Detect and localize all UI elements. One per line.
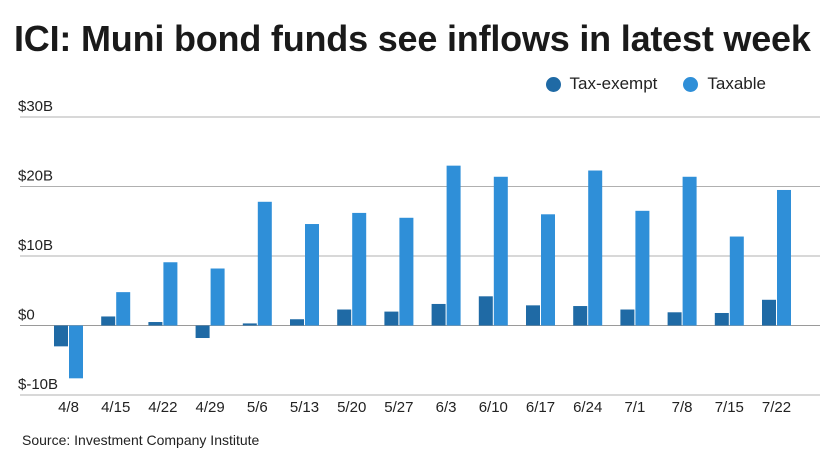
- bar-taxable-15: [777, 189, 791, 326]
- y-tick-label-0: $30B: [18, 98, 53, 115]
- bar-tax-exempt-10: [526, 305, 540, 326]
- x-tick-label-8: 6/3: [436, 399, 457, 416]
- x-tick-label-12: 7/1: [624, 399, 645, 416]
- x-tick-label-11: 6/24: [573, 399, 602, 416]
- bar-taxable-14: [729, 236, 744, 326]
- bar-taxable-9: [493, 176, 508, 326]
- bar-tax-exempt-5: [290, 319, 304, 326]
- legend-item-taxable: Taxable: [683, 74, 766, 94]
- x-tick-label-0: 4/8: [58, 399, 79, 416]
- x-tick-label-3: 4/29: [195, 399, 224, 416]
- bar-taxable-1: [116, 292, 131, 326]
- bar-taxable-13: [682, 176, 697, 326]
- chart-title: ICI: Muni bond funds see inflows in late…: [14, 18, 811, 59]
- source-note: Source: Investment Company Institute: [22, 432, 260, 448]
- x-tick-label-14: 7/15: [715, 399, 744, 416]
- x-tick-label-15: 7/22: [762, 399, 791, 416]
- bar-taxable-2: [163, 262, 178, 326]
- bar-taxable-11: [588, 170, 603, 326]
- x-tick-label-1: 4/15: [101, 399, 130, 416]
- x-tick-label-13: 7/8: [672, 399, 693, 416]
- legend-label-tax-exempt: Tax-exempt: [569, 74, 658, 93]
- bar-tax-exempt-9: [478, 296, 493, 326]
- bar-taxable-12: [635, 210, 650, 326]
- x-tick-label-10: 6/17: [526, 399, 555, 416]
- x-tick-label-6: 5/20: [337, 399, 366, 416]
- bar-taxable-6: [352, 212, 367, 326]
- x-tick-label-7: 5/27: [384, 399, 413, 416]
- bar-taxable-8: [446, 165, 461, 326]
- y-tick-label-1: $20B: [18, 168, 53, 185]
- bar-tax-exempt-0: [54, 325, 68, 347]
- bar-tax-exempt-13: [667, 312, 682, 326]
- bar-tax-exempt-12: [620, 309, 635, 326]
- x-tick-label-2: 4/22: [148, 399, 177, 416]
- bar-taxable-3: [210, 268, 225, 326]
- bar-taxable-0: [69, 325, 83, 379]
- bar-tax-exempt-11: [573, 306, 588, 326]
- legend-swatch-tax-exempt: [545, 76, 561, 92]
- legend-label-taxable: Taxable: [707, 74, 766, 93]
- y-tick-label-2: $10B: [18, 237, 53, 254]
- bar-taxable-4: [257, 201, 272, 326]
- legend: Tax-exempt Taxable: [545, 74, 766, 94]
- bar-tax-exempt-1: [101, 316, 116, 326]
- y-tick-label-3: $0: [18, 307, 35, 324]
- bar-tax-exempt-4: [242, 323, 257, 326]
- x-tick-label-5: 5/13: [290, 399, 319, 416]
- bar-taxable-7: [399, 217, 414, 326]
- x-tick-label-4: 5/6: [247, 399, 268, 416]
- bar-taxable-10: [541, 214, 555, 326]
- x-tick-label-9: 6/10: [479, 399, 508, 416]
- bar-tax-exempt-7: [384, 311, 399, 326]
- bar-tax-exempt-6: [337, 309, 352, 326]
- legend-swatch-taxable: [683, 76, 699, 92]
- bar-tax-exempt-3: [195, 325, 210, 339]
- bar-tax-exempt-2: [148, 322, 163, 326]
- y-tick-label-4: $-10B: [18, 376, 58, 393]
- bar-tax-exempt-15: [762, 299, 776, 326]
- bar-tax-exempt-14: [714, 312, 729, 326]
- bar-tax-exempt-8: [431, 303, 446, 326]
- legend-item-tax-exempt: Tax-exempt: [545, 74, 658, 94]
- bar-taxable-5: [305, 224, 319, 326]
